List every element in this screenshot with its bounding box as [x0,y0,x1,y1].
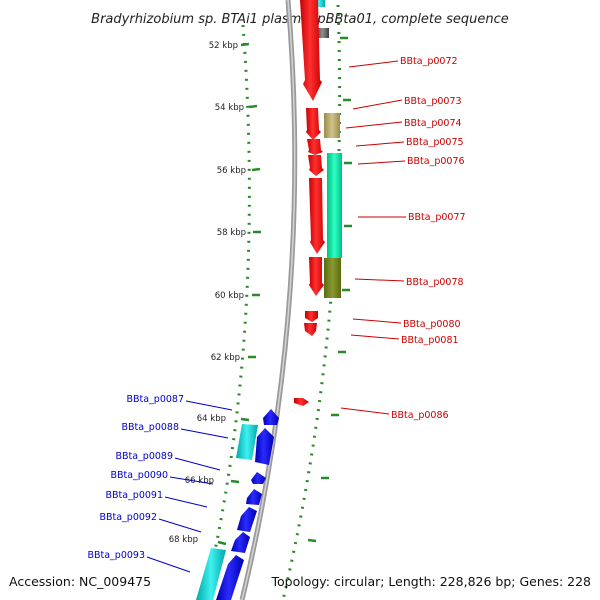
gene-cyan [196,548,226,600]
gene-blue [231,532,250,553]
reverse-gene-labels: BBta_p0087 BBta_p0088 BBta_p0089 BBta_p0… [87,394,233,573]
gene-red [306,108,321,140]
gene-label-bbta-p0075[interactable]: BBta_p0075 [406,137,464,148]
gene-khaki [324,113,340,138]
outer-dotted-ring [281,4,342,600]
gene-blue [246,489,262,505]
gene-label-bbta-p0081[interactable]: BBta_p0081 [401,335,459,346]
kbp-tick-marks [217,42,261,546]
gene-label-bbta-p0076[interactable]: BBta_p0076 [407,156,465,167]
accession-text: Accession: NC_009475 [9,574,151,589]
gene-red [305,311,318,322]
gene-label-bbta-p0090[interactable]: BBta_p0090 [110,470,168,481]
gene-blue [255,428,274,465]
kbp-label: 58 kbp [217,228,246,238]
outer-ring-ticks [307,36,352,543]
kbp-labels: 52 kbp 54 kbp 56 kbp 58 kbp 60 kbp 62 kb… [169,41,246,545]
kbp-label: 62 kbp [211,353,240,363]
gene-red [294,398,309,406]
forward-strand-genes [294,0,342,406]
gene-label-bbta-p0087[interactable]: BBta_p0087 [126,394,184,405]
gene-blue [237,507,257,532]
gene-label-bbta-p0092[interactable]: BBta_p0092 [99,512,157,523]
gene-blue [251,472,266,484]
gene-cyan [313,0,325,7]
gene-label-bbta-p0078[interactable]: BBta_p0078 [406,277,464,288]
gene-spring-green [327,153,342,258]
kbp-label: 64 kbp [197,414,226,424]
gene-label-bbta-p0089[interactable]: BBta_p0089 [115,451,173,462]
gene-red [300,0,322,101]
gene-blue [263,409,279,425]
gene-red [308,155,324,176]
gene-red [309,257,324,296]
gene-label-bbta-p0091[interactable]: BBta_p0091 [105,490,163,501]
topology-info-text: Topology: circular; Length: 228,826 bp; … [271,574,592,589]
reverse-strand-genes [196,409,279,600]
kbp-label: 52 kbp [209,41,238,51]
gene-olive [324,258,341,298]
gene-label-bbta-p0072[interactable]: BBta_p0072 [400,56,458,67]
gene-label-bbta-p0077[interactable]: BBta_p0077 [408,212,466,223]
gene-red [309,178,325,254]
gene-gray [316,28,329,38]
gene-label-bbta-p0088[interactable]: BBta_p0088 [121,422,179,433]
kbp-label: 66 kbp [185,476,214,486]
kbp-label: 60 kbp [215,291,244,301]
gene-label-bbta-p0080[interactable]: BBta_p0080 [403,319,461,330]
kbp-label: 54 kbp [215,103,244,113]
gene-label-bbta-p0073[interactable]: BBta_p0073 [404,96,462,107]
gene-red [307,139,323,155]
forward-gene-labels: BBta_p0072 BBta_p0073 BBta_p0074 BBta_p0… [340,56,466,421]
gene-label-bbta-p0093[interactable]: BBta_p0093 [87,550,145,561]
gene-blue [216,555,244,600]
gene-red [304,323,317,336]
kbp-label: 56 kbp [217,166,246,176]
kbp-label: 68 kbp [169,535,198,545]
gene-label-bbta-p0086[interactable]: BBta_p0086 [391,410,449,421]
gene-label-bbta-p0074[interactable]: BBta_p0074 [404,118,462,129]
map-title: Bradyrhizobium sp. BTAi1 plasmid pBBta01… [91,12,509,27]
gene-cyan [236,424,258,460]
sequence-backbone [239,0,298,600]
